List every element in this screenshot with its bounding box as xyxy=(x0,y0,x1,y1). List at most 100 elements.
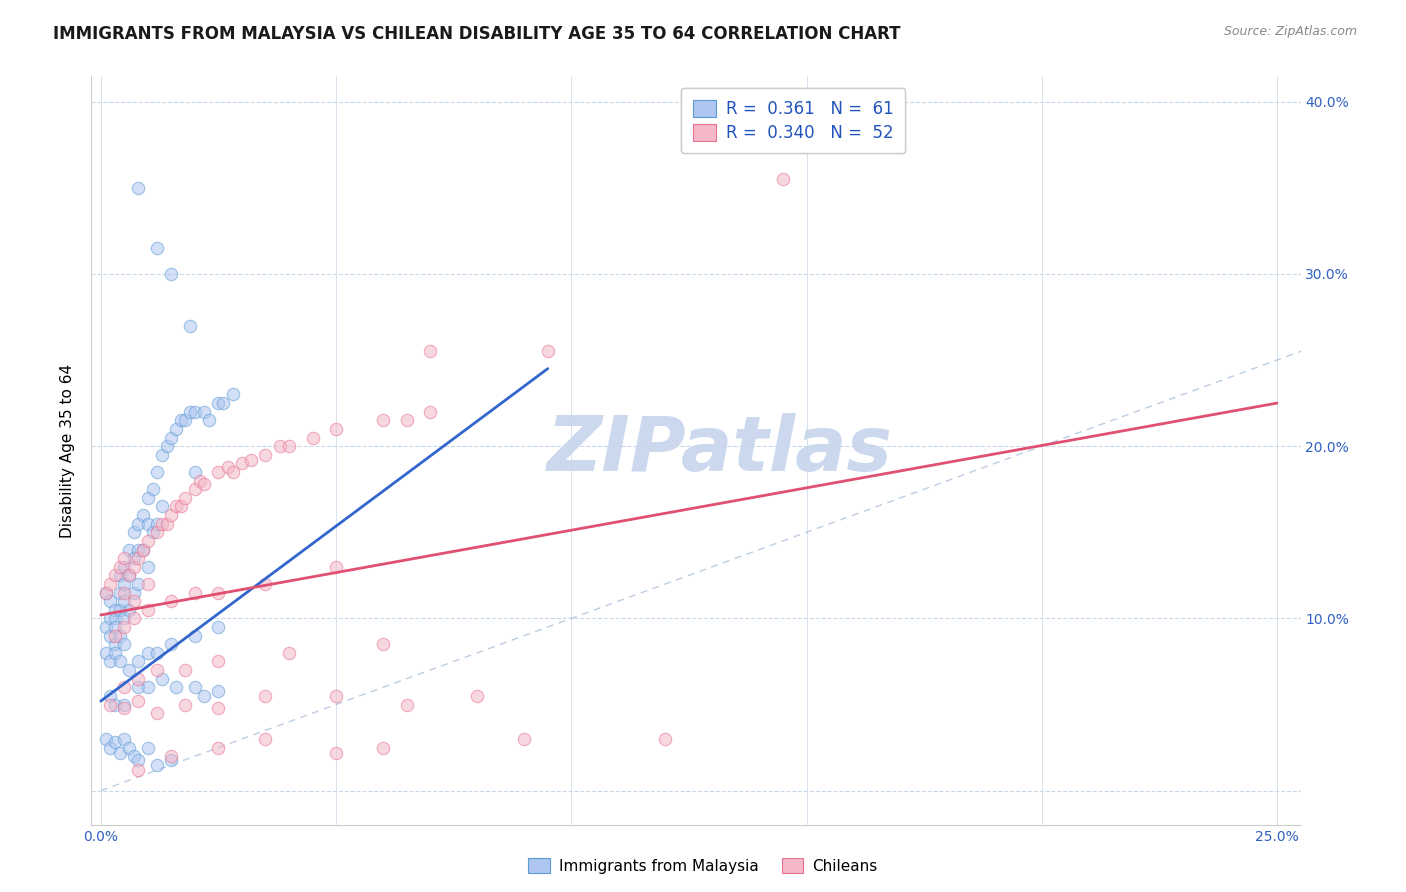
Point xyxy=(419,344,441,359)
Point xyxy=(146,516,169,531)
Point xyxy=(108,559,131,574)
Point xyxy=(160,267,183,281)
Point xyxy=(118,542,141,557)
Point xyxy=(146,525,169,540)
Point xyxy=(127,516,149,531)
Point xyxy=(198,413,221,427)
Point xyxy=(170,500,193,514)
Point xyxy=(118,568,141,582)
Point xyxy=(98,740,121,755)
Point xyxy=(156,516,179,531)
Point xyxy=(217,459,239,474)
Point xyxy=(98,577,121,591)
Point xyxy=(132,542,155,557)
Point xyxy=(325,689,347,703)
Point xyxy=(104,637,127,651)
Point xyxy=(136,559,159,574)
Point xyxy=(98,655,121,669)
Point xyxy=(174,491,197,505)
Point xyxy=(98,594,121,608)
Point xyxy=(127,672,149,686)
Point xyxy=(118,740,141,755)
Point xyxy=(301,431,323,445)
Point xyxy=(112,585,135,599)
Point xyxy=(160,637,183,651)
Point xyxy=(207,683,229,698)
Point xyxy=(184,405,207,419)
Point xyxy=(98,611,121,625)
Point xyxy=(108,746,131,760)
Point xyxy=(156,439,179,453)
Point xyxy=(112,611,135,625)
Point xyxy=(94,620,117,634)
Point xyxy=(142,482,165,496)
Point xyxy=(108,603,131,617)
Point xyxy=(146,757,169,772)
Point xyxy=(179,405,201,419)
Point xyxy=(127,753,149,767)
Point xyxy=(94,585,117,599)
Point xyxy=(127,681,149,695)
Point xyxy=(112,620,135,634)
Point xyxy=(184,585,207,599)
Point xyxy=(98,689,121,703)
Point xyxy=(269,439,291,453)
Point xyxy=(254,577,277,591)
Point xyxy=(537,344,560,359)
Point xyxy=(136,740,159,755)
Point xyxy=(136,681,159,695)
Point xyxy=(188,474,211,488)
Point xyxy=(212,396,235,410)
Point xyxy=(136,516,159,531)
Point xyxy=(513,731,536,746)
Point xyxy=(104,603,127,617)
Point xyxy=(150,448,173,462)
Point xyxy=(104,629,127,643)
Point xyxy=(136,533,159,548)
Point xyxy=(104,611,127,625)
Point xyxy=(221,387,243,401)
Point xyxy=(118,663,141,677)
Point xyxy=(94,585,117,599)
Point xyxy=(419,405,441,419)
Point xyxy=(160,508,183,522)
Point xyxy=(193,477,215,491)
Point xyxy=(112,594,135,608)
Point xyxy=(108,629,131,643)
Point xyxy=(184,629,207,643)
Point xyxy=(112,577,135,591)
Point xyxy=(207,740,229,755)
Point xyxy=(108,568,131,582)
Point xyxy=(160,594,183,608)
Point xyxy=(165,500,187,514)
Point xyxy=(193,405,215,419)
Point xyxy=(136,491,159,505)
Point xyxy=(160,753,183,767)
Point xyxy=(184,465,207,479)
Point xyxy=(207,585,229,599)
Point xyxy=(193,689,215,703)
Point xyxy=(150,516,173,531)
Point xyxy=(118,568,141,582)
Point xyxy=(122,551,145,566)
Point xyxy=(94,731,117,746)
Point xyxy=(174,413,197,427)
Point xyxy=(127,694,149,708)
Point xyxy=(254,731,277,746)
Point xyxy=(254,448,277,462)
Point xyxy=(127,551,149,566)
Point xyxy=(127,655,149,669)
Point xyxy=(174,698,197,712)
Point xyxy=(122,749,145,764)
Y-axis label: Disability Age 35 to 64: Disability Age 35 to 64 xyxy=(60,363,76,538)
Point xyxy=(278,439,301,453)
Point xyxy=(207,701,229,715)
Point xyxy=(325,422,347,436)
Point xyxy=(104,646,127,660)
Point xyxy=(142,525,165,540)
Legend: Immigrants from Malaysia, Chileans: Immigrants from Malaysia, Chileans xyxy=(523,852,883,880)
Point xyxy=(112,698,135,712)
Point xyxy=(325,559,347,574)
Point xyxy=(371,740,394,755)
Point xyxy=(240,453,263,467)
